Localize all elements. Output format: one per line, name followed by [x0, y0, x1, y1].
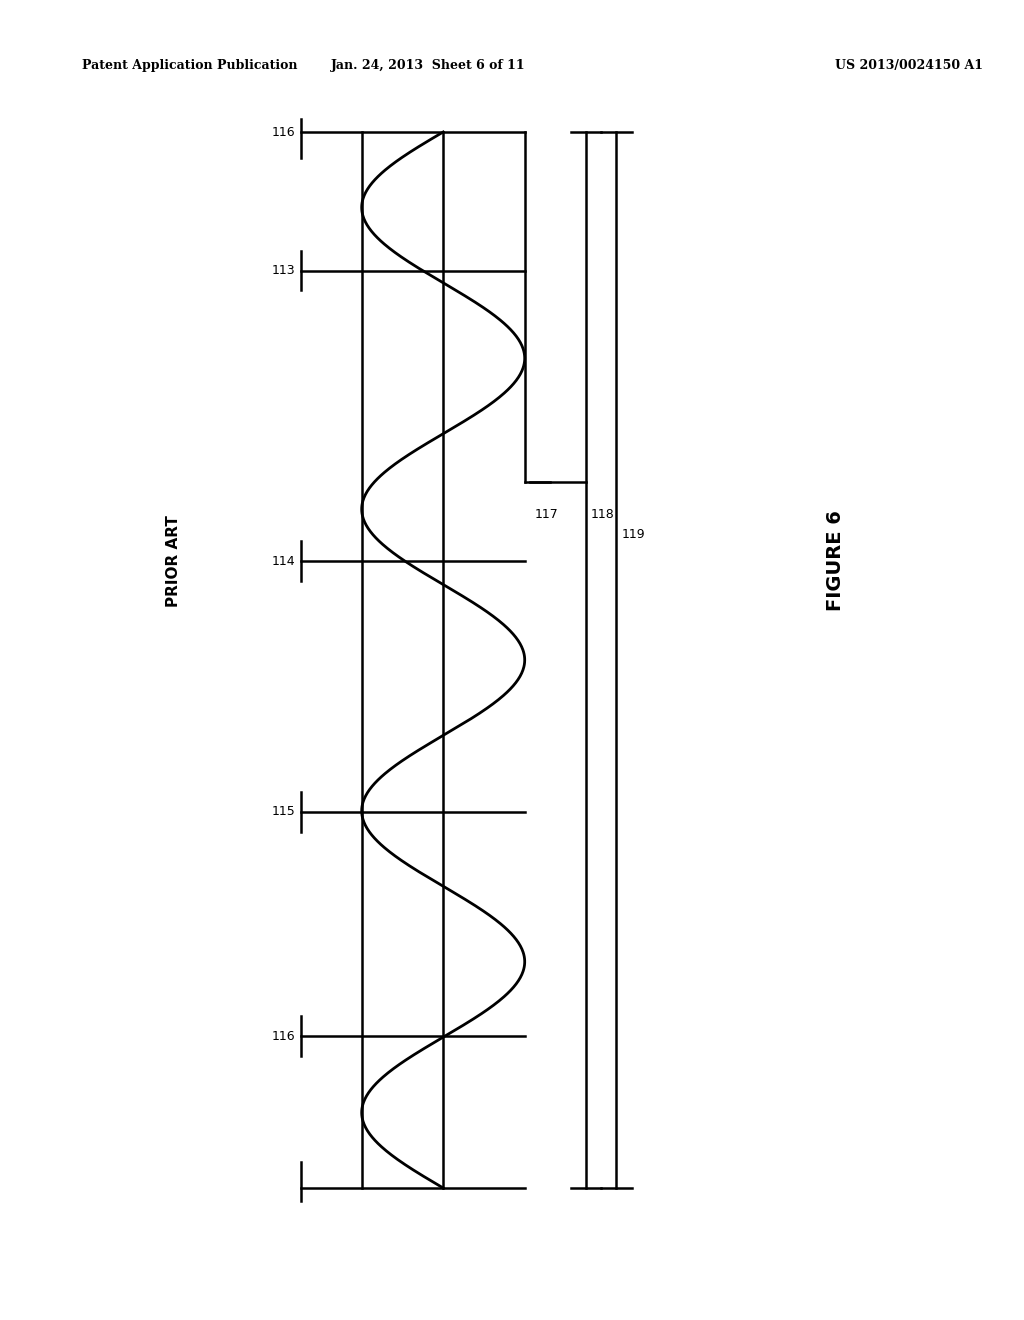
Text: Patent Application Publication: Patent Application Publication	[82, 59, 297, 73]
Text: 117: 117	[535, 508, 559, 521]
Text: Jan. 24, 2013  Sheet 6 of 11: Jan. 24, 2013 Sheet 6 of 11	[331, 59, 525, 73]
Text: 114: 114	[271, 554, 296, 568]
Text: PRIOR ART: PRIOR ART	[166, 515, 180, 607]
Text: FIGURE 6: FIGURE 6	[826, 511, 845, 611]
Text: 118: 118	[591, 508, 614, 521]
Text: 119: 119	[622, 528, 645, 541]
Text: 115: 115	[271, 805, 296, 818]
Text: 113: 113	[271, 264, 296, 277]
Text: 116: 116	[271, 1030, 296, 1043]
Text: 116: 116	[271, 125, 296, 139]
Text: US 2013/0024150 A1: US 2013/0024150 A1	[836, 59, 983, 73]
